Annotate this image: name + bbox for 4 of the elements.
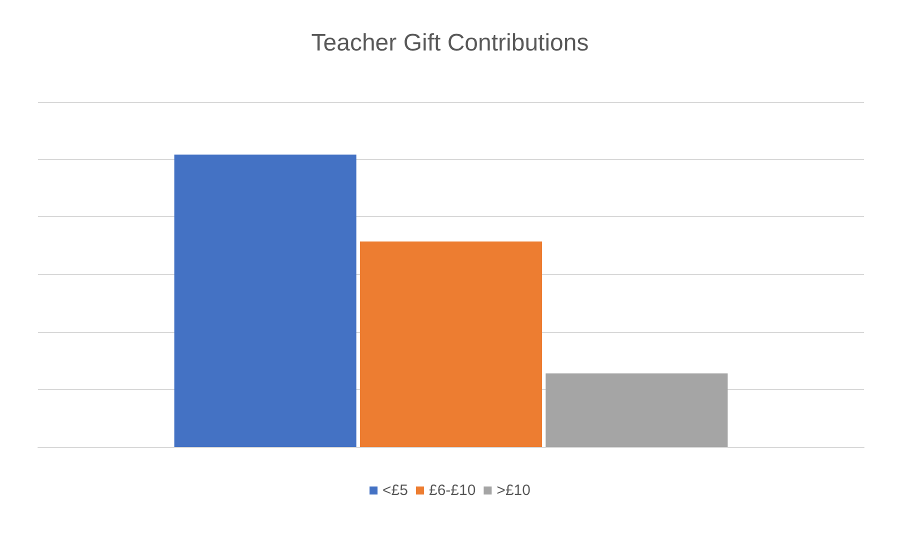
legend-label: <£5 [382,482,408,499]
legend-label: >£10 [496,482,530,499]
chart-title: Teacher Gift Contributions [311,30,589,56]
legend-label: £6-£10 [428,482,476,499]
